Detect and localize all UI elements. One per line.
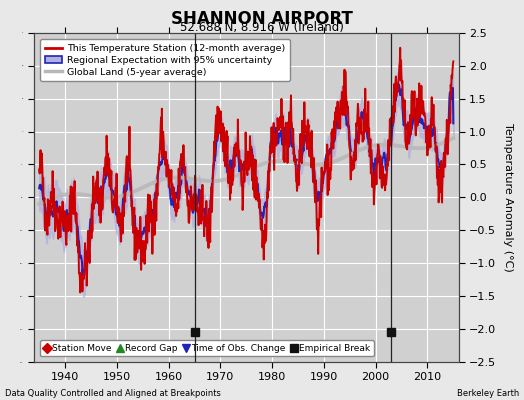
- Text: SHANNON AIRPORT: SHANNON AIRPORT: [171, 10, 353, 28]
- Y-axis label: Temperature Anomaly (°C): Temperature Anomaly (°C): [503, 123, 512, 272]
- Text: Berkeley Earth: Berkeley Earth: [456, 389, 519, 398]
- Text: Data Quality Controlled and Aligned at Breakpoints: Data Quality Controlled and Aligned at B…: [5, 389, 221, 398]
- Text: 52.688 N, 8.916 W (Ireland): 52.688 N, 8.916 W (Ireland): [180, 21, 344, 34]
- Legend: Station Move, Record Gap, Time of Obs. Change, Empirical Break: Station Move, Record Gap, Time of Obs. C…: [40, 340, 374, 356]
